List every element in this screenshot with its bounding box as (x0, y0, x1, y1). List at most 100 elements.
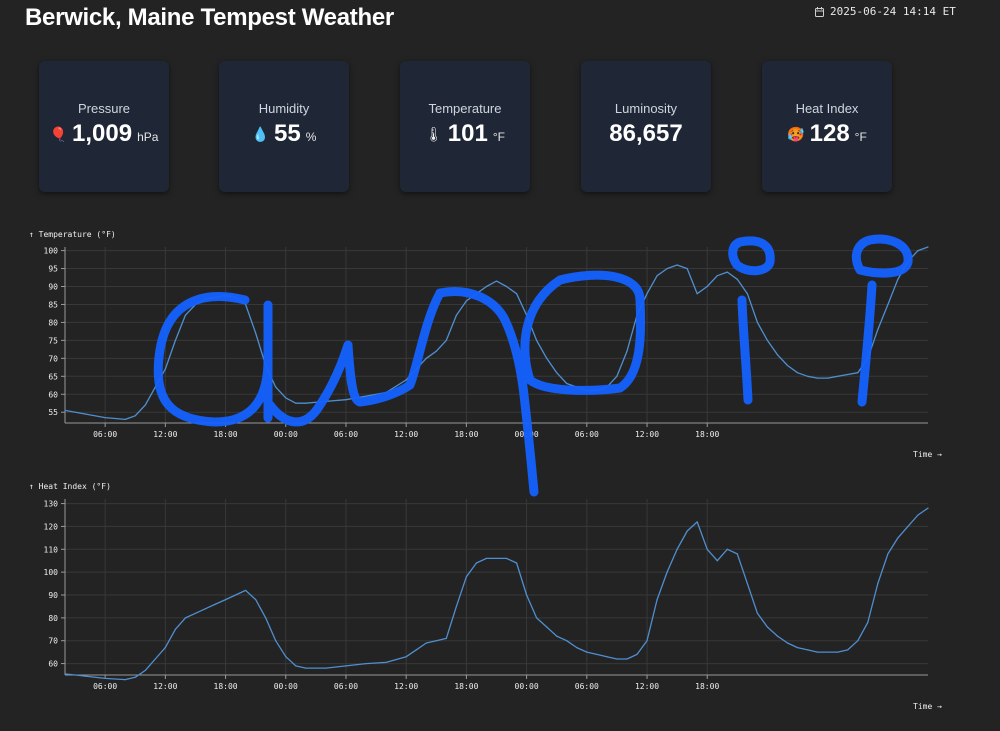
heat-index-unit: °F (854, 130, 867, 144)
scribble-letter-p-stem (435, 287, 539, 497)
temperature-chart-xlabel: Time → (913, 450, 942, 459)
data-point (515, 562, 518, 564)
data-point (887, 303, 889, 306)
data-point (877, 329, 879, 331)
heat-index-card: Heat Index 🥵 128 °F (762, 61, 892, 192)
data-point (305, 667, 307, 669)
data-point (696, 293, 698, 295)
pressure-unit: hPa (137, 130, 159, 144)
data-point (646, 640, 648, 642)
pressure-card: Pressure 🎈 1,009 hPa (39, 61, 169, 192)
data-point (847, 649, 849, 651)
data-point (536, 617, 538, 619)
page-title: Berwick, Maine Tempest Weather (25, 4, 394, 31)
data-point (566, 640, 568, 642)
balloon-icon: 🎈 (49, 125, 67, 142)
y-tick-label: 90 (48, 283, 58, 292)
y-tick-label: 80 (48, 614, 58, 623)
data-point (104, 417, 106, 419)
luminosity-card: Luminosity 86,657 (581, 61, 711, 192)
data-point (224, 598, 227, 601)
data-point (184, 617, 187, 619)
temperature-chart-ylabel: ↑ Temperature (°F) (29, 230, 116, 239)
data-point (786, 642, 789, 644)
scribble-question-stem (857, 280, 877, 407)
data-point (295, 665, 297, 667)
calendar-icon (815, 6, 824, 17)
data-point (897, 537, 899, 539)
data-point (495, 280, 498, 282)
y-tick-label: 80 (48, 318, 58, 327)
heat-index-chart-xlabel: Time → (913, 702, 942, 711)
pressure-value: 1,009 (72, 120, 133, 147)
data-point (345, 665, 347, 667)
data-point (385, 661, 387, 664)
data-point (877, 582, 879, 585)
data-point (686, 530, 688, 532)
x-tick-label: 12:00 (635, 682, 659, 691)
data-point (174, 628, 176, 630)
data-point (696, 521, 698, 523)
data-point (907, 525, 909, 528)
data-point (164, 646, 166, 649)
y-tick-label: 75 (48, 336, 58, 345)
scribble-letter-i-dot (728, 236, 775, 276)
data-point (917, 249, 919, 252)
data-point (204, 608, 207, 610)
data-point (546, 357, 548, 359)
data-point (154, 658, 156, 660)
data-point (776, 635, 779, 637)
data-point (726, 271, 728, 273)
data-point (124, 418, 126, 421)
data-point (857, 640, 859, 642)
x-tick-label: 12:00 (394, 430, 418, 439)
data-point (746, 293, 748, 295)
y-tick-label: 55 (48, 408, 58, 417)
data-point (656, 598, 658, 601)
data-point (134, 676, 136, 678)
data-point (796, 372, 799, 374)
data-point (676, 264, 678, 266)
data-point (837, 651, 839, 653)
x-tick-label: 18:00 (454, 682, 478, 691)
x-tick-label: 18:00 (454, 430, 478, 439)
data-point (405, 656, 407, 658)
data-point (706, 548, 708, 550)
hot-face-icon: 🥵 (787, 125, 805, 142)
x-tick-label: 06:00 (93, 682, 117, 691)
x-tick-label: 06:00 (334, 430, 358, 439)
data-point (576, 646, 578, 649)
data-point (214, 603, 217, 605)
data-point (586, 651, 588, 653)
x-tick-label: 18:00 (214, 682, 238, 691)
heat-index-value: 128 (809, 120, 850, 147)
x-tick-label: 06:00 (575, 682, 599, 691)
data-point (285, 397, 287, 399)
data-point (566, 382, 568, 385)
data-point (867, 621, 869, 624)
data-point (536, 339, 538, 341)
data-point (164, 368, 166, 370)
data-point (445, 637, 447, 640)
data-point (887, 553, 889, 555)
data-point (776, 354, 779, 356)
humidity-unit: % (305, 130, 317, 144)
data-point (686, 267, 688, 270)
timestamp-text: 2025-06-24 14:14 ET (830, 5, 956, 18)
data-point (616, 658, 618, 660)
heat-index-chart-ylabel: ↑ Heat Index (°F) (29, 482, 111, 491)
heat-index-chart: ↑ Heat Index (°F) Time → 06:00 12:00 18:00… (29, 482, 942, 711)
data-point (325, 667, 327, 669)
data-point (736, 553, 738, 555)
y-tick-label: 70 (48, 637, 58, 646)
data-point (455, 314, 457, 316)
data-point (465, 300, 467, 302)
x-tick-label: 00:00 (515, 682, 539, 691)
data-point (174, 339, 176, 341)
data-point (897, 278, 899, 280)
data-point (515, 293, 518, 295)
data-point (345, 399, 347, 401)
data-point (265, 617, 267, 619)
data-point (556, 635, 558, 637)
